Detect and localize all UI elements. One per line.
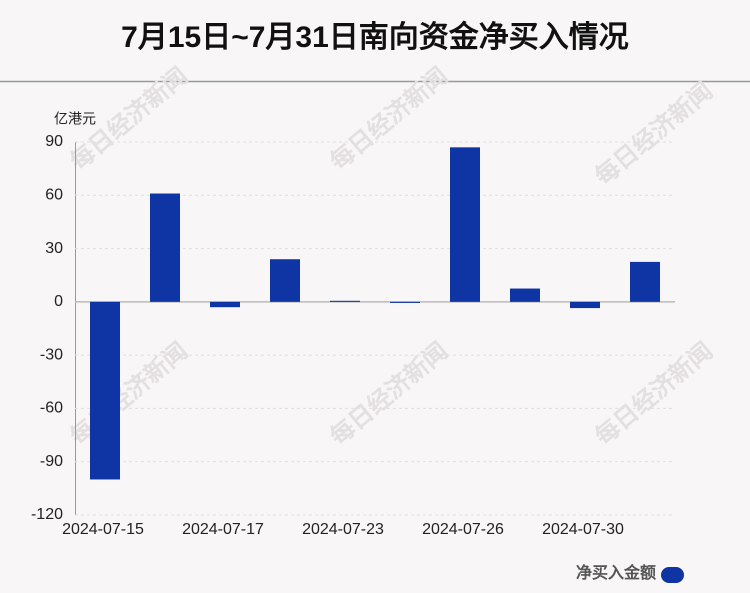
x-tick-label: 2024-07-30 — [542, 521, 624, 538]
bar — [390, 301, 420, 303]
y-tick-label: 0 — [54, 293, 63, 310]
x-tick-label: 2024-07-26 — [422, 521, 504, 538]
x-tick-label: 2024-07-17 — [182, 521, 264, 538]
y-axis-unit: 亿港元 — [54, 111, 96, 127]
bar — [330, 300, 360, 302]
y-tick-label: 30 — [45, 240, 63, 257]
x-tick-label: 2024-07-23 — [302, 521, 384, 538]
y-tick-label: -30 — [40, 346, 63, 363]
legend-swatch — [661, 567, 684, 583]
bar — [210, 301, 240, 308]
y-tick-label: 60 — [45, 187, 63, 204]
bar — [570, 301, 600, 309]
y-tick-label: -60 — [40, 400, 63, 417]
legend-label: 净买入金额 — [576, 563, 656, 582]
y-tick-label: 90 — [45, 133, 63, 150]
bar — [450, 147, 480, 302]
bar — [630, 261, 660, 302]
bar — [150, 193, 180, 302]
bar — [510, 288, 540, 302]
y-tick-label: -120 — [31, 506, 63, 523]
y-tick-label: -90 — [40, 453, 63, 470]
x-tick-label: 2024-07-15 — [62, 521, 144, 538]
bar — [270, 259, 300, 302]
bar — [90, 301, 120, 480]
chart-title: 7月15日~7月31日南向资金净买入情况 — [121, 20, 629, 54]
